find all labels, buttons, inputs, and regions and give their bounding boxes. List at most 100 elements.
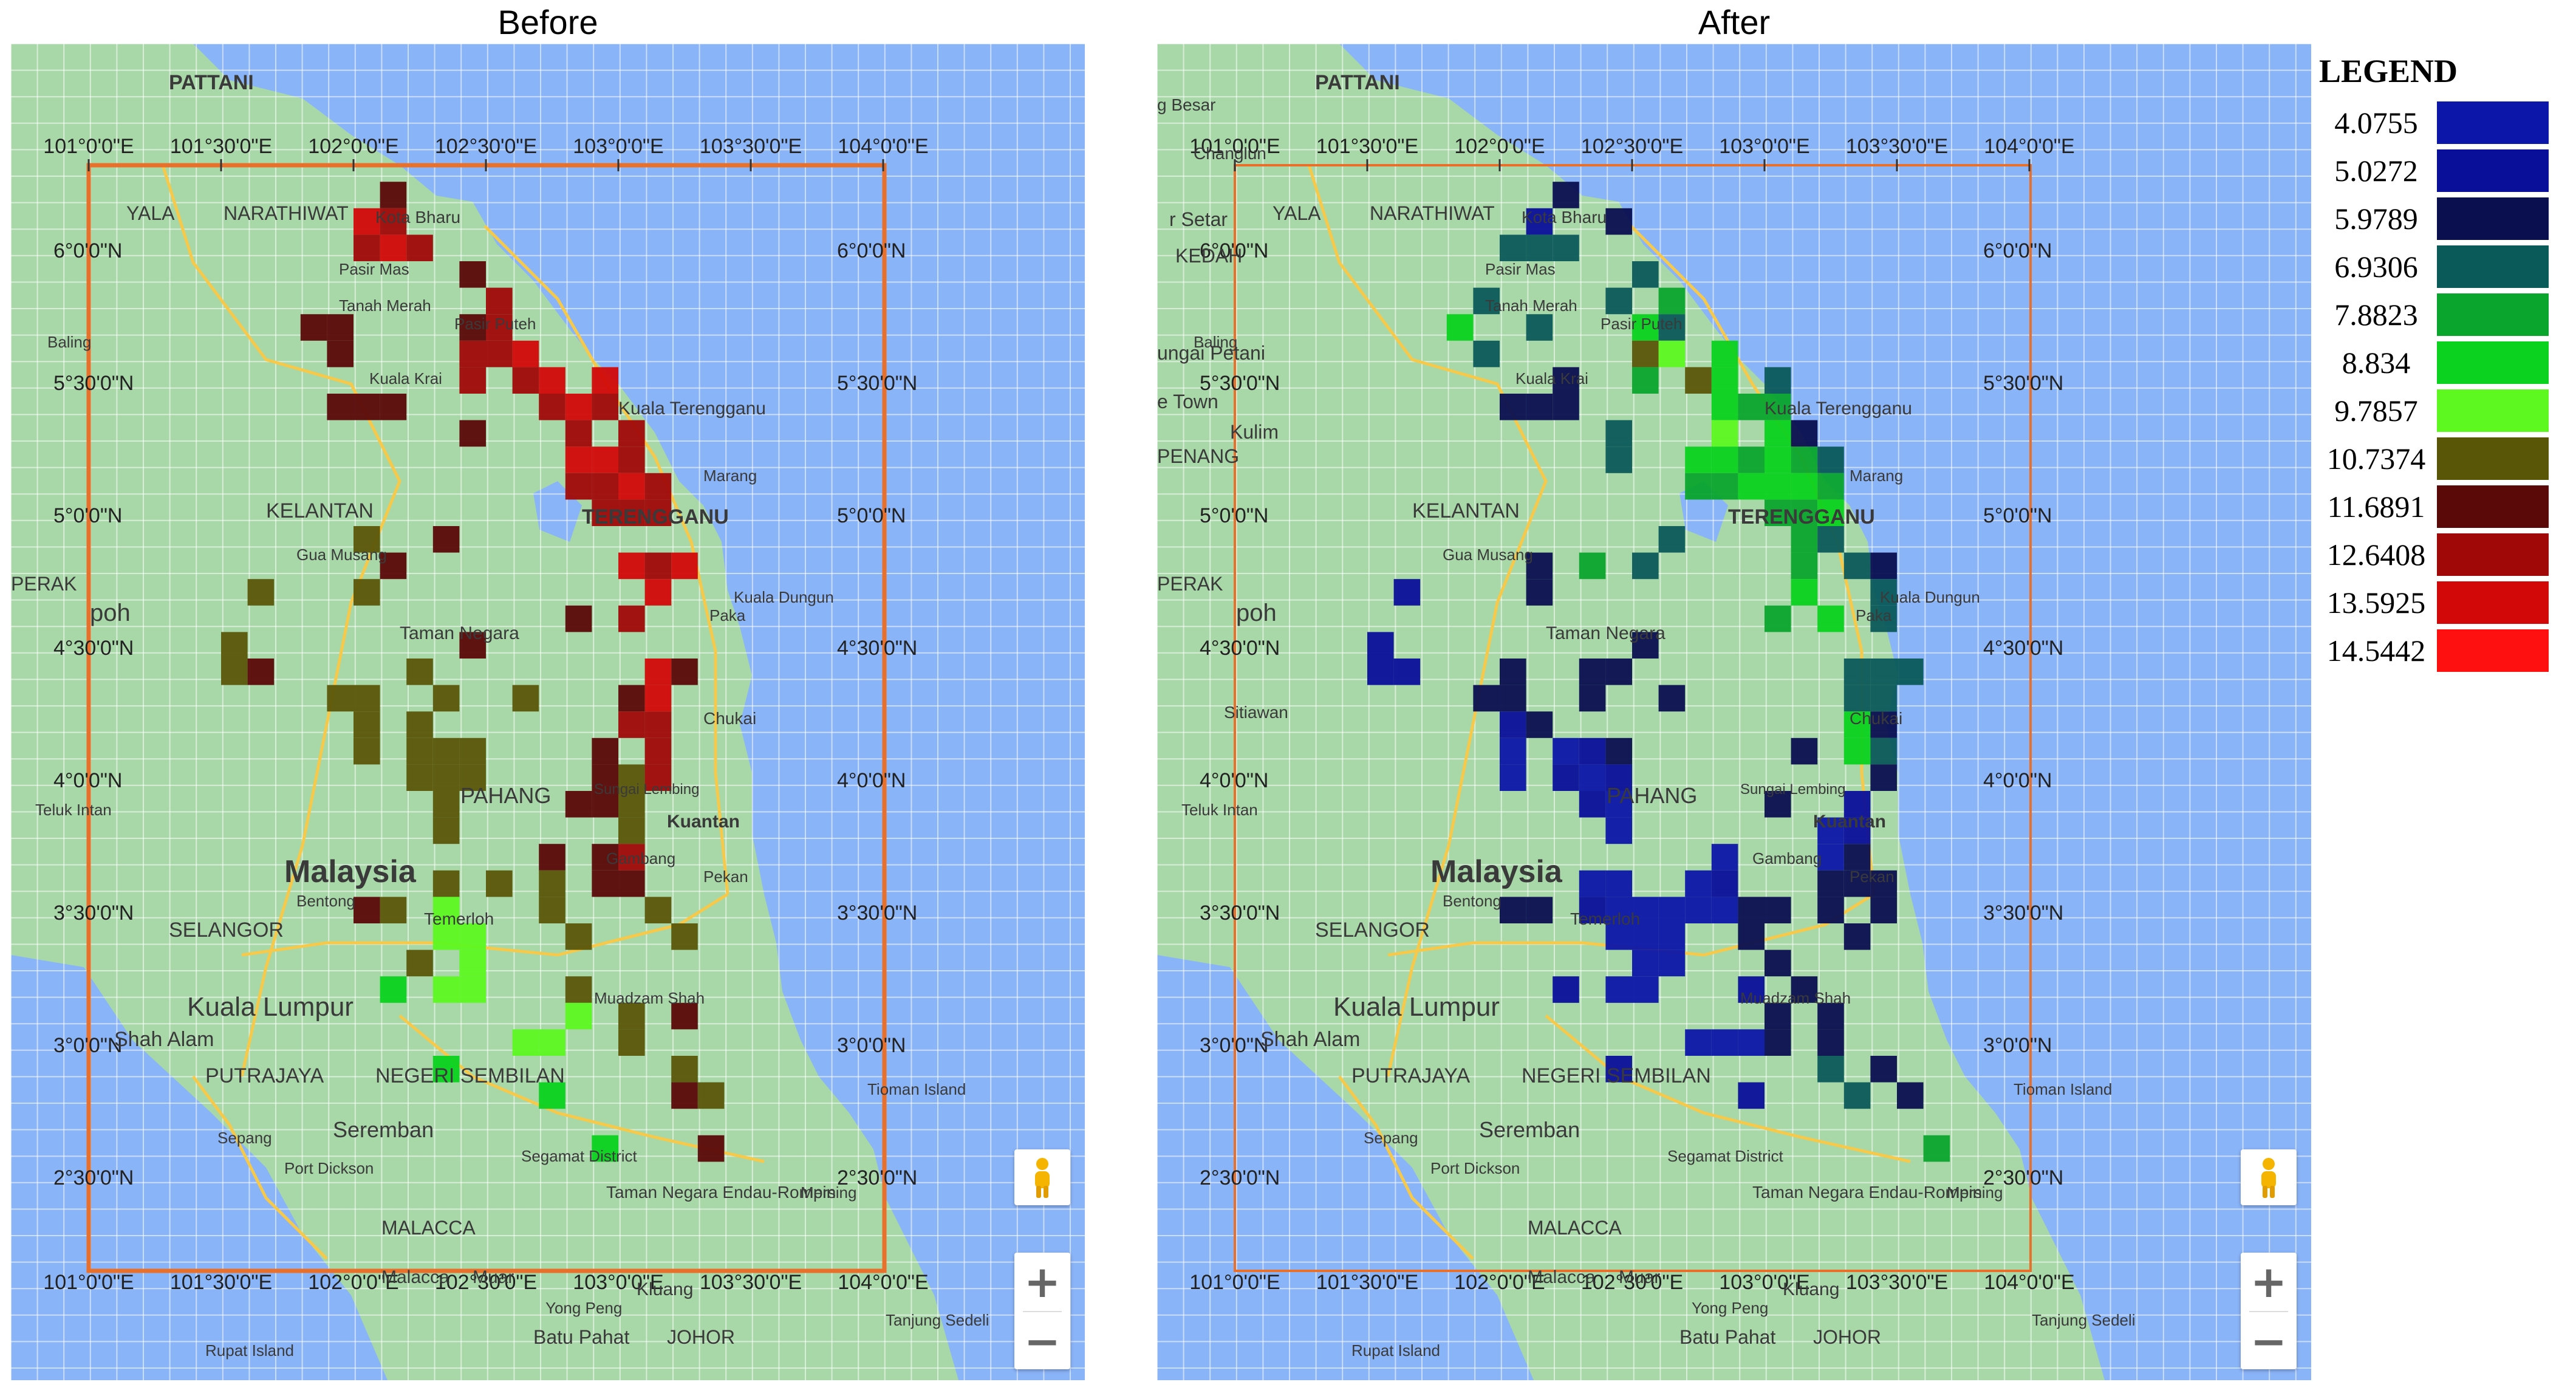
data-cell — [459, 764, 486, 791]
data-cell — [1579, 764, 1606, 791]
data-cell — [1553, 234, 1579, 261]
data-cell — [1791, 579, 1818, 606]
data-cell — [539, 844, 565, 871]
place-label: MALACCA — [381, 1217, 476, 1239]
place-label: JOHOR — [1813, 1326, 1881, 1348]
data-cell — [1658, 526, 1686, 553]
data-cell — [1605, 976, 1632, 1003]
place-label: Gua Musang — [1443, 546, 1533, 564]
data-cell — [565, 473, 592, 500]
data-cell — [1711, 844, 1738, 871]
zoom-in-button[interactable]: + — [2250, 1256, 2287, 1307]
data-cell — [354, 526, 380, 553]
place-label: Muar — [473, 1267, 514, 1287]
data-cell — [1843, 923, 1871, 950]
lat-label: 4°0'0"N — [1200, 769, 1268, 792]
zoom-out-button[interactable]: − — [1023, 1316, 1061, 1367]
data-cell — [406, 711, 433, 738]
pegman-button[interactable] — [1014, 1149, 1070, 1205]
lon-label: 103°30'0"E — [1846, 135, 1948, 158]
place-label: Kluang — [1783, 1279, 1839, 1299]
lat-label-right: 4°0'0"N — [837, 769, 906, 792]
data-cell — [1711, 447, 1738, 473]
data-cell — [354, 234, 380, 261]
data-cell — [1579, 685, 1606, 712]
data-cell — [380, 394, 407, 420]
lat-label-right: 4°0'0"N — [1983, 769, 2052, 792]
lon-label-bottom: 101°30'0"E — [1316, 1271, 1418, 1294]
lat-label: 4°30'0"N — [53, 637, 134, 660]
data-cell — [1526, 552, 1553, 580]
data-cell — [1711, 1029, 1738, 1056]
data-cell — [432, 764, 460, 791]
after-map[interactable]: 101°0'0"E 101°0'0"E 101°30'0"E 101°30'0"E 10… — [1157, 44, 2311, 1380]
place-label: TERENGGANU — [582, 505, 729, 529]
after-title: After — [1698, 3, 1771, 41]
data-cell — [1685, 897, 1712, 923]
legend-entry: 13.5925 — [2315, 578, 2571, 626]
place-label: Kuala Lumpur — [187, 992, 354, 1022]
data-cell — [565, 923, 592, 950]
zoom-out-button[interactable]: − — [2250, 1316, 2287, 1367]
lat-label-right: 2°30'0"N — [1983, 1166, 2063, 1189]
data-cell — [1711, 340, 1738, 368]
place-label: SELANGOR — [169, 919, 284, 942]
place-label: Malacca — [381, 1267, 449, 1287]
zoom-in-button[interactable]: + — [1023, 1256, 1061, 1307]
legend-swatch — [2437, 389, 2549, 432]
data-cell — [1500, 394, 1526, 420]
place-label: Taman Negara — [1546, 623, 1666, 643]
lat-label: 2°30'0"N — [1200, 1166, 1280, 1189]
data-cell — [1526, 711, 1553, 738]
place-label: Kota Bharu — [375, 208, 460, 227]
data-cell — [1817, 1056, 1844, 1083]
data-cell — [1605, 817, 1632, 844]
place-label: KELANTAN — [1412, 499, 1520, 522]
place-label: Kota Bharu — [1522, 208, 1607, 227]
data-cell — [406, 234, 433, 261]
data-cell — [1791, 499, 1818, 526]
legend-entry: 5.9789 — [2315, 194, 2571, 242]
data-cell — [1791, 976, 1818, 1003]
data-cell — [1605, 791, 1632, 818]
lat-label: 5°0'0"N — [53, 504, 122, 527]
place-label: Port Dickson — [1430, 1159, 1520, 1177]
place-label: Port Dickson — [284, 1159, 374, 1177]
data-cell — [1817, 499, 1844, 526]
legend-value: 11.6891 — [2327, 489, 2425, 524]
data-cell — [432, 817, 460, 844]
data-cell — [1658, 949, 1686, 977]
legend-swatch — [2437, 533, 2549, 576]
lon-label: 101°30'0"E — [1316, 135, 1418, 158]
lon-label-bottom: 101°30'0"E — [170, 1271, 272, 1294]
lat-label: 3°30'0"N — [1200, 902, 1280, 925]
data-cell — [406, 764, 433, 791]
lon-label: 102°30'0"E — [1581, 135, 1683, 158]
data-cell — [1870, 737, 1897, 765]
road — [1545, 1014, 1911, 1163]
place-label: JOHOR — [667, 1326, 735, 1348]
data-cell — [1658, 287, 1686, 315]
pegman-button[interactable] — [2241, 1149, 2297, 1205]
data-cell — [565, 420, 592, 447]
data-cell — [1632, 923, 1659, 950]
data-cell — [1632, 314, 1659, 341]
legend-entry: 7.8823 — [2315, 290, 2571, 338]
place-label: Taman Negara Endau-Rompin — [606, 1183, 836, 1202]
lat-label: 4°30'0"N — [1200, 637, 1280, 660]
data-cell — [406, 949, 433, 977]
lon-label-bottom: 103°30'0"E — [700, 1271, 802, 1294]
data-cell — [565, 791, 592, 818]
legend-swatch — [2437, 485, 2549, 528]
before-map[interactable]: 101°0'0"E 101°0'0"E 101°30'0"E 101°30'0"E 10… — [11, 44, 1085, 1380]
data-cell — [1685, 1029, 1712, 1056]
lon-label: 103°0'0"E — [573, 135, 663, 158]
data-cell — [380, 208, 407, 235]
lon-label-bottom: 103°0'0"E — [573, 1271, 663, 1294]
data-cell — [1605, 659, 1632, 685]
data-cell — [1765, 605, 1791, 632]
data-cell — [671, 659, 698, 685]
data-cell — [1526, 314, 1553, 341]
data-cell — [432, 791, 460, 818]
data-cell — [1658, 923, 1686, 950]
